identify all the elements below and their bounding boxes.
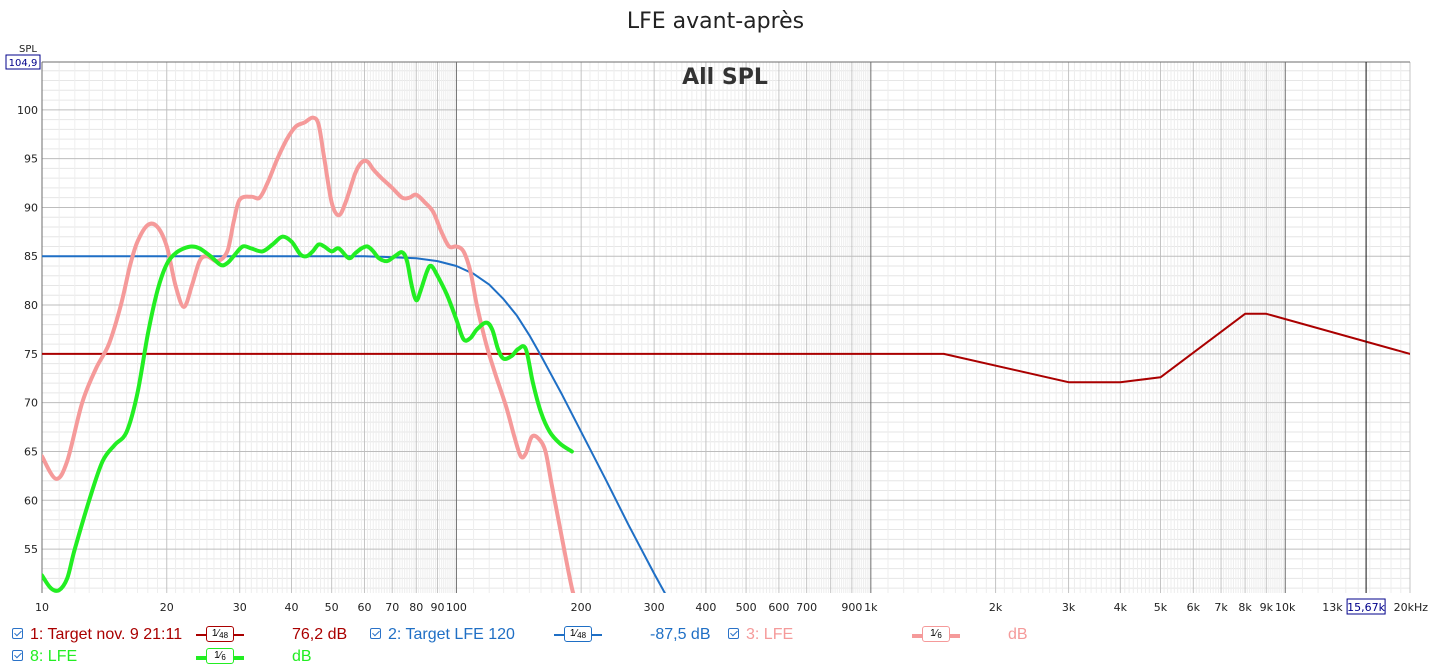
x-tick-label: 50 [325,601,339,614]
y-tick-label: 100 [17,104,38,117]
legend-checkbox-icon[interactable] [12,628,23,639]
legend-smoothing[interactable]: 1⁄48 [196,625,296,645]
series-line-3 [42,115,576,593]
x-tick-label: 700 [796,601,817,614]
series-line-2 [42,255,666,593]
x-tick-label: 3k [1062,601,1076,614]
x-tick-label: 400 [695,601,716,614]
x-tick-label: 20 [160,601,174,614]
legend-item[interactable]: 1: Target nov. 9 21:11 1⁄48 76,2 dB [10,625,350,645]
y-tick-label: 80 [24,299,38,312]
chart-title: LFE avant-après [626,9,805,34]
legend-checkbox-icon[interactable] [728,628,739,639]
x-tick-label: 200 [571,601,592,614]
x-tick-label: 30 [233,601,247,614]
legend-smoothing[interactable]: 1⁄6 [196,647,296,667]
y-tick-label: 95 [24,153,38,166]
x-tick-label: 80 [409,601,423,614]
grid-minor [42,62,1411,593]
legend-item[interactable]: 8: LFE 1⁄6 dB [10,647,350,667]
x-tick-label: 7k [1214,601,1228,614]
x-tick-label: 90 [430,601,444,614]
chart-heading: All SPL [682,65,768,90]
x-tick-label: 10k [1275,601,1296,614]
legend-value: dB [292,648,312,665]
y-tick-label: 90 [24,201,38,214]
x-tick-label: 9k [1260,601,1274,614]
legend-value: -87,5 dB [650,626,711,643]
x-tick-label: 10 [35,601,49,614]
smoothing-denominator: 6 [937,631,942,640]
x-tick-label: 4k [1114,601,1128,614]
legend-value: 76,2 dB [292,626,348,643]
legend-checkbox-icon[interactable] [370,628,381,639]
cursor-readout: 15,67k [1347,601,1385,614]
y-tick-label: 65 [24,445,38,458]
legend-label: 1: Target nov. 9 21:11 [30,626,183,643]
y-tick-label: 85 [24,250,38,263]
y-top-readout[interactable]: 104,9 [5,54,41,70]
x-tick-label: 1k [864,601,878,614]
smoothing-badge[interactable]: 1⁄48 [206,626,234,642]
x-tick-label: 2k [989,601,1003,614]
smoothing-badge[interactable]: 1⁄48 [564,626,592,642]
smoothing-badge[interactable]: 1⁄6 [922,626,950,642]
x-tick-label: 13k [1322,601,1343,614]
series-line-4 [42,234,574,593]
y-axis-label: SPL [19,44,37,55]
legend-label: 3: LFE [746,626,794,643]
legend-checkbox-icon[interactable] [12,650,23,661]
grid-major [41,61,1410,593]
x-tick-label: 6k [1187,601,1201,614]
smoothing-denominator: 6 [221,653,226,662]
x-tick-label: 70 [385,601,399,614]
frequency-response-chart[interactable]: 55 60 65 70 75 80 85 90 95 100 10 20 30 40 50 60 70 80 90… [0,0,1431,625]
x-tick-label: 20kHz [1394,601,1429,614]
x-tick-label: 600 [768,601,789,614]
y-tick-label: 70 [24,397,38,410]
smoothing-badge[interactable]: 1⁄6 [206,648,234,664]
x-axis-ticks: 10 20 30 40 50 60 70 80 90 100 200 300 400 500 600 700 9… [35,601,1428,614]
legend-smoothing[interactable]: 1⁄6 [912,625,1012,645]
cursor-readout-box [1346,598,1386,615]
y-tick-label: 75 [24,348,38,361]
legend-smoothing[interactable]: 1⁄48 [554,625,654,645]
series-line-1 [42,312,1410,384]
x-tick-label: 40 [285,601,299,614]
series-lines [42,115,1410,593]
legend-label: 8: LFE [30,648,78,665]
smoothing-denominator: 48 [219,631,229,640]
y-tick-label: 55 [24,543,38,556]
x-tick-label: 500 [736,601,757,614]
x-tick-label: 300 [644,601,665,614]
y-tick-label: 60 [24,494,38,507]
legend-label: 2: Target LFE 120 [388,626,515,643]
legend-item[interactable]: 2: Target LFE 120 1⁄48 -87,5 dB [368,625,711,645]
frequency-cursor[interactable]: 15,67k [1346,62,1386,615]
y-axis-ticks: 55 60 65 70 75 80 85 90 95 100 [17,104,38,556]
smoothing-denominator: 48 [577,631,587,640]
x-tick-label: 60 [357,601,371,614]
x-tick-label: 5k [1154,601,1168,614]
svg-text:104,9: 104,9 [9,58,38,69]
legend-value: dB [1008,626,1028,643]
x-tick-label: 8k [1238,601,1252,614]
x-tick-label: 100 [446,601,467,614]
legend-item[interactable]: 3: LFE 1⁄6 dB [726,625,1066,645]
x-tick-label: 900 [841,601,862,614]
